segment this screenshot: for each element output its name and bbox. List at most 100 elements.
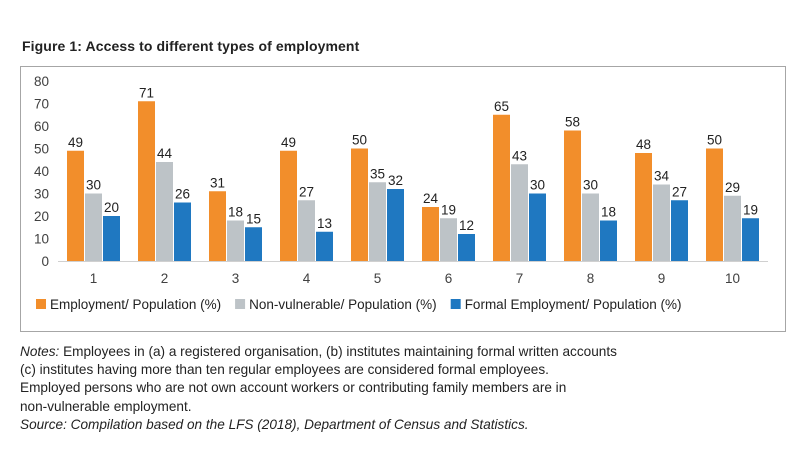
data-label: 48 [636, 137, 651, 152]
bar [564, 130, 581, 261]
bar [458, 234, 475, 261]
legend-label: Formal Employment/ Population (%) [465, 297, 682, 312]
data-label: 20 [104, 200, 119, 215]
bar [369, 182, 386, 261]
notes-line-3: Employed persons who are not own account… [20, 380, 567, 396]
bar [227, 220, 244, 261]
bar [138, 101, 155, 261]
bars-layer [67, 101, 759, 261]
x-tick-label: 6 [445, 271, 453, 286]
data-label: 35 [370, 166, 385, 181]
data-label: 49 [281, 135, 296, 150]
notes-text-1: Employees in (a) a registered organisati… [59, 344, 617, 359]
x-tick-label: 1 [90, 271, 98, 286]
data-label: 27 [299, 184, 314, 199]
data-label: 31 [210, 175, 225, 190]
data-label: 27 [672, 184, 687, 199]
bar [742, 218, 759, 261]
bar [706, 148, 723, 261]
y-tick-label: 20 [34, 209, 49, 224]
data-label: 65 [494, 99, 509, 114]
x-tick-label: 3 [232, 271, 240, 286]
notes-line-4: non-vulnerable employment. [20, 398, 192, 414]
data-label: 30 [583, 178, 598, 193]
data-label: 13 [317, 216, 332, 231]
x-tick-label: 7 [516, 271, 524, 286]
x-tick-label: 2 [161, 271, 169, 286]
data-label: 29 [725, 180, 740, 195]
bar [316, 231, 333, 261]
x-tick-label: 10 [725, 271, 740, 286]
data-label: 34 [654, 169, 670, 184]
data-label: 12 [459, 218, 474, 233]
x-tick-label: 8 [587, 271, 595, 286]
y-tick-label: 40 [34, 164, 49, 179]
data-label: 71 [139, 85, 154, 100]
bar [600, 220, 617, 261]
data-label: 30 [86, 178, 101, 193]
bar [724, 195, 741, 261]
data-label: 18 [601, 205, 616, 220]
legend-label: Non-vulnerable/ Population (%) [249, 297, 437, 312]
notes-line-1: Notes: Employees in (a) a registered org… [20, 343, 790, 361]
bar [653, 184, 670, 261]
data-label: 43 [512, 148, 527, 163]
y-tick-label: 10 [34, 232, 49, 247]
bar [582, 193, 599, 261]
y-tick-label: 80 [34, 74, 49, 89]
data-label: 15 [246, 211, 261, 226]
bar [174, 202, 191, 261]
bar [298, 200, 315, 261]
bar [635, 153, 652, 261]
data-label: 49 [68, 135, 83, 150]
y-tick-label: 30 [34, 187, 49, 202]
legend-swatch [235, 299, 246, 309]
legend-label: Employment/ Population (%) [50, 297, 221, 312]
figure-title: Figure 1: Access to different types of e… [22, 38, 360, 54]
bar [85, 193, 102, 261]
notes-line-2: (c) institutes having more than ten regu… [20, 362, 549, 378]
legend: Employment/ Population (%) Non-vulnerable… [36, 297, 682, 312]
data-label: 30 [530, 178, 545, 193]
bar [103, 216, 120, 261]
data-label: 50 [352, 133, 367, 148]
data-label: 24 [423, 191, 439, 206]
bar [245, 227, 262, 261]
notes-block: Notes: Employees in (a) a registered org… [20, 343, 790, 434]
data-label: 26 [175, 187, 190, 202]
bar [351, 148, 368, 261]
data-label: 44 [157, 146, 173, 161]
bar [440, 218, 457, 261]
bar [387, 189, 404, 261]
y-tick-label: 60 [34, 119, 49, 134]
bar [156, 162, 173, 261]
y-tick-label: 0 [41, 254, 49, 269]
data-label: 18 [228, 205, 243, 220]
bar [280, 150, 297, 261]
legend-swatch [450, 299, 461, 309]
bar [209, 191, 226, 261]
data-label: 19 [441, 202, 456, 217]
bar [67, 150, 84, 261]
bar [422, 207, 439, 261]
x-tick-label: 5 [374, 271, 382, 286]
source-line: Source: Compilation based on the LFS (20… [20, 416, 529, 432]
data-label: 58 [565, 115, 580, 130]
y-tick-label: 50 [34, 142, 49, 157]
y-tick-label: 70 [34, 97, 49, 112]
notes-label: Notes: [20, 344, 60, 359]
x-tick-label: 4 [303, 271, 311, 286]
bar [493, 114, 510, 261]
data-label: 19 [743, 202, 758, 217]
bar [529, 193, 546, 261]
bar [511, 164, 528, 261]
data-label: 50 [707, 133, 722, 148]
legend-swatch [36, 299, 46, 309]
chart-frame [20, 66, 786, 332]
data-label: 32 [388, 173, 403, 188]
x-tick-label: 9 [658, 271, 666, 286]
bar [671, 200, 688, 261]
